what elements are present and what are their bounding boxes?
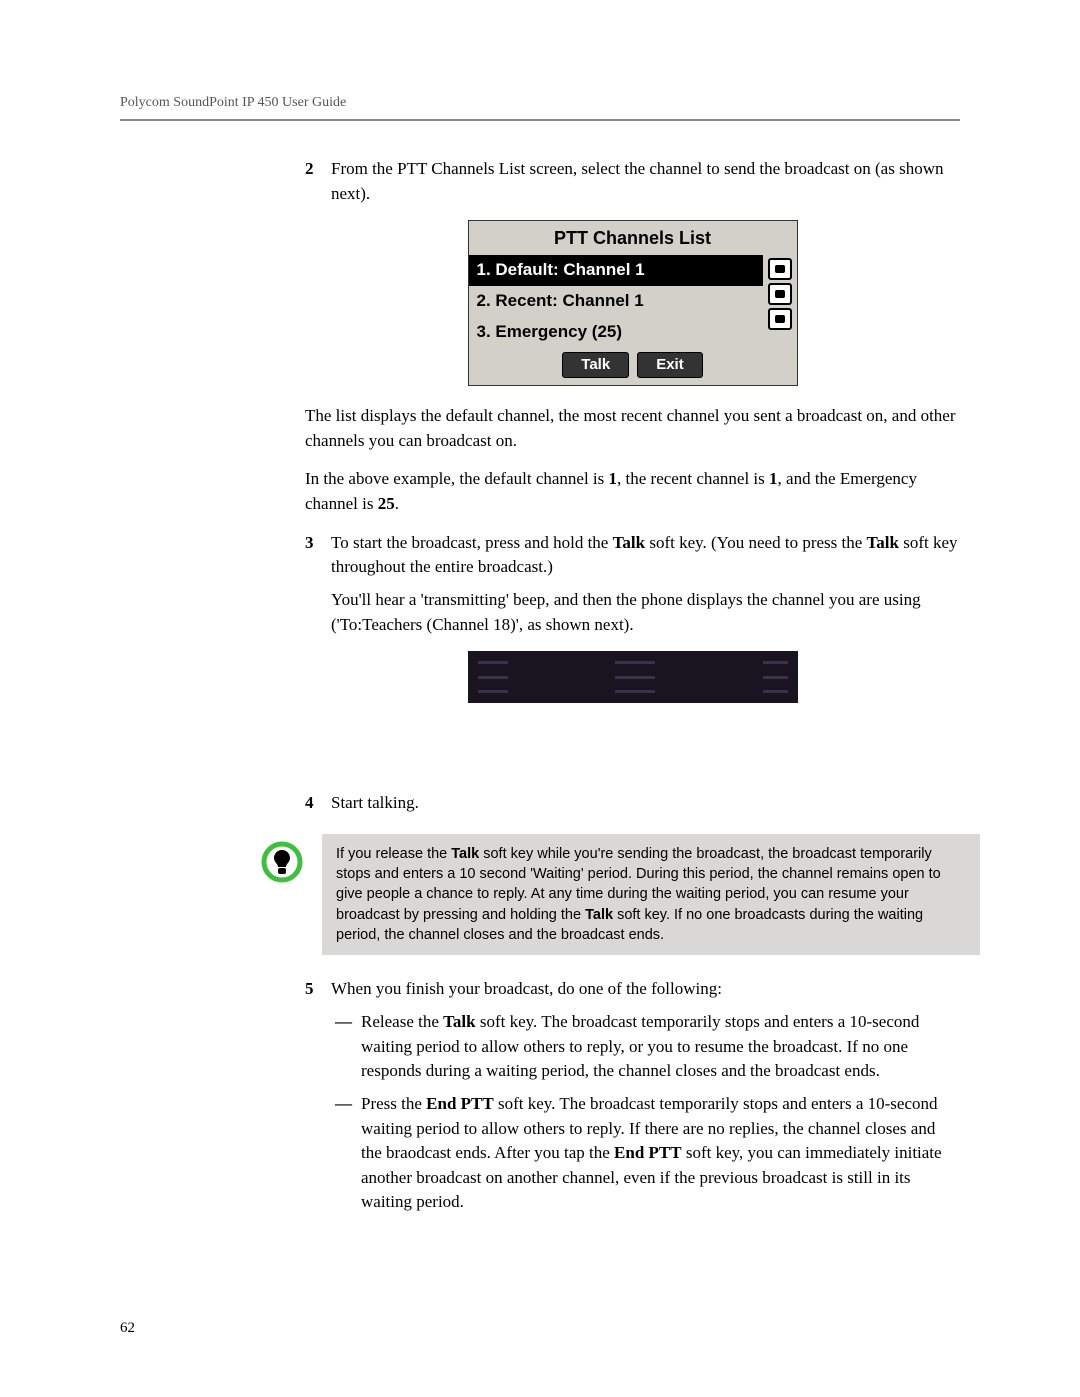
bold-endptt: End PTT: [426, 1094, 494, 1113]
step-body: From the PTT Channels List screen, selec…: [331, 157, 960, 206]
phone-screenshot: PTT Channels List 1. Default: Channel 1 …: [468, 220, 798, 386]
phone-row-1: 1. Default: Channel 1: [469, 255, 763, 286]
phone-row-2: 2. Recent: Channel 1: [469, 286, 763, 317]
sub-body: Press the End PTT soft key. The broadcas…: [361, 1092, 960, 1215]
dash-bullet: —: [335, 1092, 361, 1215]
bold-value: 25: [378, 494, 395, 513]
speaker-icon: [768, 258, 792, 280]
step-number: 4: [305, 791, 331, 816]
bold-endptt: End PTT: [614, 1143, 682, 1162]
softkey-exit: Exit: [637, 352, 703, 378]
step-2: 2 From the PTT Channels List screen, sel…: [305, 157, 960, 206]
softkey-row: Talk Exit: [469, 347, 797, 385]
page-container: Polycom SoundPoint IP 450 User Guide 2 F…: [0, 0, 1080, 1283]
text: Release the: [361, 1012, 443, 1031]
phone-icons: [763, 255, 797, 347]
step-number: 5: [305, 977, 331, 1002]
dash-bullet: —: [335, 1010, 361, 1084]
phone-screenshot-dark: [468, 651, 798, 703]
step-3: 3 To start the broadcast, press and hold…: [305, 531, 960, 580]
text: soft key. (You need to press the: [645, 533, 866, 552]
paragraph: In the above example, the default channe…: [305, 467, 960, 516]
text: .: [395, 494, 399, 513]
note-box: If you release the Talk soft key while y…: [322, 834, 980, 955]
sub-item: — Press the End PTT soft key. The broadc…: [335, 1092, 960, 1215]
speaker-icon: [768, 283, 792, 305]
phone-list: 1. Default: Channel 1 2. Recent: Channel…: [469, 255, 763, 347]
bold-value: 1: [609, 469, 618, 488]
bold-talk: Talk: [867, 533, 899, 552]
dark-line: [478, 661, 788, 664]
paragraph: The list displays the default channel, t…: [305, 404, 960, 453]
paragraph: You'll hear a 'transmitting' beep, and t…: [331, 588, 960, 637]
note-callout: If you release the Talk soft key while y…: [260, 834, 980, 955]
text: To start the broadcast, press and hold t…: [331, 533, 613, 552]
bold-talk: Talk: [585, 907, 613, 923]
phone-body: 1. Default: Channel 1 2. Recent: Channel…: [469, 255, 797, 347]
content-column: 5 When you finish your broadcast, do one…: [305, 977, 960, 1215]
step-4: 4 Start talking.: [305, 791, 960, 816]
text: In the above example, the default channe…: [305, 469, 609, 488]
content-column: 2 From the PTT Channels List screen, sel…: [305, 157, 960, 816]
bold-talk: Talk: [613, 533, 645, 552]
tip-icon: [260, 840, 304, 884]
dark-line: [478, 676, 788, 679]
text: Press the: [361, 1094, 426, 1113]
page-number: 62: [120, 1320, 135, 1337]
bold-talk: Talk: [443, 1012, 475, 1031]
running-header: Polycom SoundPoint IP 450 User Guide: [120, 95, 960, 111]
step-5: 5 When you finish your broadcast, do one…: [305, 977, 960, 1002]
text: , the recent channel is: [617, 469, 769, 488]
sub-body: Release the Talk soft key. The broadcast…: [361, 1010, 960, 1084]
phone-title: PTT Channels List: [469, 221, 797, 255]
step-body: To start the broadcast, press and hold t…: [331, 531, 960, 580]
text: If you release the: [336, 846, 451, 862]
softkey-talk: Talk: [562, 352, 629, 378]
bold-value: 1: [769, 469, 778, 488]
header-rule: [120, 119, 960, 121]
sub-item: — Release the Talk soft key. The broadca…: [335, 1010, 960, 1084]
lock-icon: [768, 308, 792, 330]
phone-row-3: 3. Emergency (25): [469, 317, 763, 348]
step-body: When you finish your broadcast, do one o…: [331, 977, 960, 1002]
step-number: 2: [305, 157, 331, 206]
step-body: Start talking.: [331, 791, 960, 816]
dark-line: [478, 690, 788, 693]
bold-talk: Talk: [451, 846, 479, 862]
step-number: 3: [305, 531, 331, 580]
